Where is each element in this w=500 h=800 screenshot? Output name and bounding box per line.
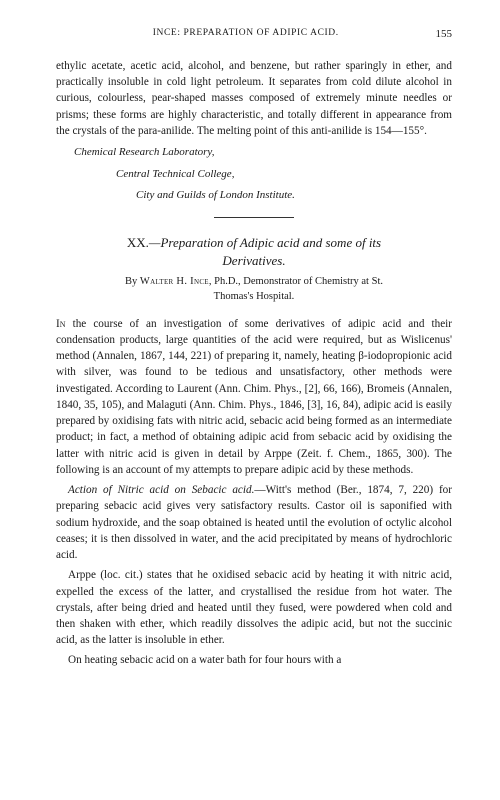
p1-body: the course of an investigation of some d… bbox=[56, 318, 452, 476]
author-name: Walter H. Ince bbox=[140, 276, 209, 287]
running-head: INCE: PREPARATION OF ADIPIC ACID. 155 bbox=[56, 28, 452, 40]
article-title-line2: Derivatives. bbox=[222, 253, 285, 268]
carryover-paragraph: ethylic acetate, acetic acid, alcohol, a… bbox=[56, 58, 452, 139]
paragraph-4: On heating sebacic acid on a water bath … bbox=[56, 652, 452, 668]
paragraph-1: In the course of an investigation of som… bbox=[56, 316, 452, 478]
by-label: By bbox=[125, 276, 140, 287]
author-line2: Thomas's Hospital. bbox=[214, 291, 295, 302]
page: INCE: PREPARATION OF ADIPIC ACID. 155 et… bbox=[0, 0, 500, 693]
byline: By Walter H. Ince, Ph.D., Demonstrator o… bbox=[56, 275, 452, 303]
author-suffix: , Ph.D., Demonstrator of Chemistry at St… bbox=[209, 276, 383, 287]
article-number: XX. bbox=[127, 235, 149, 250]
article-title: XX.—Preparation of Adipic acid and some … bbox=[56, 234, 452, 269]
p2-runin: Action of Nitric acid on Sebacic acid. bbox=[68, 484, 254, 496]
section-divider bbox=[214, 217, 294, 218]
page-number: 155 bbox=[436, 28, 453, 40]
p1-lead: In bbox=[56, 318, 66, 330]
affiliation-block: Chemical Research Laboratory, Central Te… bbox=[56, 145, 452, 203]
running-head-title: INCE: PREPARATION OF ADIPIC ACID. bbox=[56, 28, 436, 40]
affiliation-line-2: Central Technical College, bbox=[116, 167, 452, 182]
affiliation-line-3: City and Guilds of London Institute. bbox=[136, 188, 452, 203]
paragraph-2: Action of Nitric acid on Sebacic acid.—W… bbox=[56, 482, 452, 563]
paragraph-3: Arppe (loc. cit.) states that he oxidise… bbox=[56, 567, 452, 648]
article-title-line1: —Preparation of Adipic acid and some of … bbox=[149, 235, 381, 250]
affiliation-line-1: Chemical Research Laboratory, bbox=[74, 145, 452, 160]
